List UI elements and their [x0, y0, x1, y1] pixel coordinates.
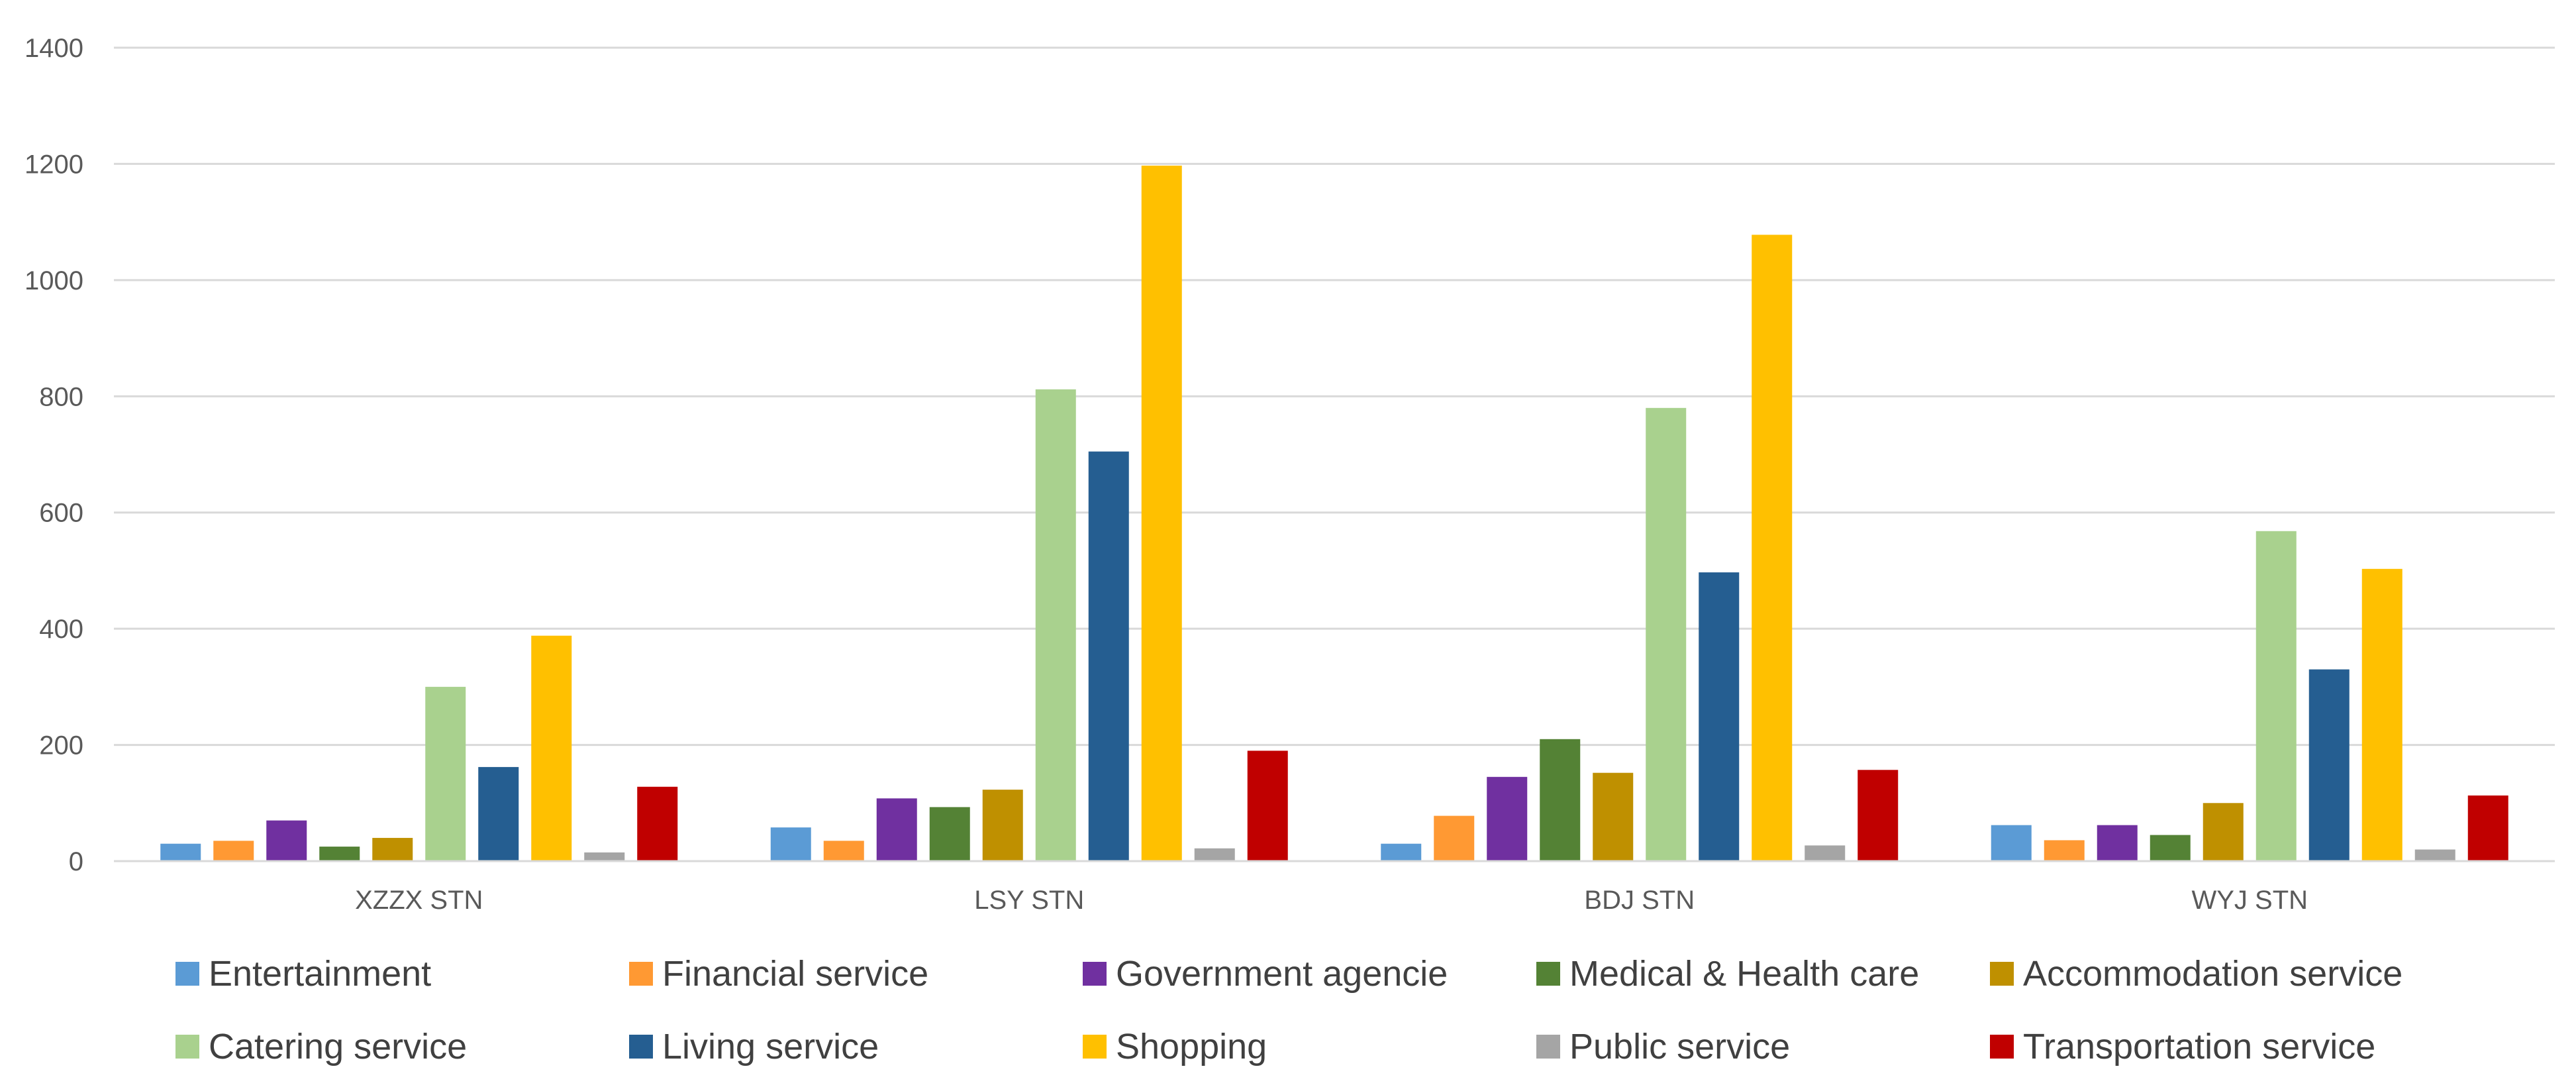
- bar: [823, 841, 864, 861]
- legend-label: Government agencie: [1116, 954, 1448, 994]
- bar: [637, 786, 678, 861]
- bar: [929, 807, 970, 861]
- x-category-label: LSY STN: [974, 886, 1084, 915]
- bar: [2308, 669, 2350, 861]
- legend-item: Public service: [1536, 1027, 1790, 1066]
- bar: [770, 827, 811, 861]
- bar: [1035, 389, 1076, 861]
- y-tick-label: 600: [39, 499, 83, 528]
- legend-item: Entertainment: [175, 954, 431, 994]
- legend-label: Entertainment: [209, 954, 431, 994]
- bar: [213, 841, 254, 861]
- bar: [531, 635, 572, 861]
- legend-label: Catering service: [209, 1027, 467, 1066]
- bar: [2361, 568, 2403, 861]
- bar: [478, 766, 519, 861]
- y-tick-label: 1000: [25, 266, 83, 295]
- bar: [1141, 166, 1182, 861]
- y-tick-label: 400: [39, 615, 83, 644]
- legend-item: Living service: [629, 1027, 879, 1066]
- bar: [1699, 572, 1740, 861]
- legend-label: Shopping: [1116, 1027, 1267, 1066]
- bar: [1991, 825, 2032, 861]
- bar: [2467, 795, 2508, 861]
- bar: [2044, 840, 2085, 861]
- bar: [2203, 803, 2244, 861]
- legend-item: Medical & Health care: [1536, 954, 1919, 994]
- gridlines: [114, 46, 2555, 747]
- y-tick-label: 1200: [25, 150, 83, 179]
- legend-item: Financial service: [629, 954, 928, 994]
- bar: [1247, 751, 1288, 861]
- legend-item: Accommodation service: [1990, 954, 2403, 994]
- x-category-label: WYJ STN: [2191, 886, 2308, 915]
- bar: [2414, 849, 2455, 861]
- bar: [1381, 843, 1422, 861]
- bar: [425, 686, 466, 861]
- bar: [1487, 776, 1528, 861]
- y-tick-label: 0: [69, 847, 83, 876]
- legend-item: Transportation service: [1990, 1027, 2375, 1066]
- legend-swatch: [1083, 1035, 1107, 1059]
- legend-label: Financial service: [662, 954, 928, 994]
- y-tick-label: 800: [39, 382, 83, 411]
- legend-swatch: [1536, 962, 1560, 986]
- bar: [319, 847, 360, 861]
- x-category-label: XZZX STN: [355, 886, 483, 915]
- bar: [1752, 234, 1793, 861]
- bar: [1088, 451, 1129, 861]
- bar: [1646, 407, 1687, 861]
- bar: [876, 798, 917, 861]
- bar: [2150, 835, 2191, 861]
- legend-label: Public service: [1569, 1027, 1790, 1066]
- legend-swatch: [1536, 1035, 1560, 1059]
- legend-label: Transportation service: [2023, 1027, 2375, 1066]
- legend-swatch: [175, 962, 199, 986]
- bar: [2097, 825, 2138, 861]
- legend-item: Shopping: [1083, 1027, 1267, 1066]
- bar: [1858, 770, 1899, 861]
- bar: [2255, 531, 2297, 861]
- legend-swatch: [629, 1035, 653, 1059]
- legend-swatch: [1990, 962, 2014, 986]
- x-axis-category-labels: XZZX STN LSY STN BDJ STN WYJ STN: [355, 886, 2308, 915]
- legend-label: Accommodation service: [2023, 954, 2403, 994]
- x-category-label: BDJ STN: [1584, 886, 1695, 915]
- legend-swatch: [175, 1035, 199, 1059]
- bar: [1593, 772, 1634, 861]
- bar: [1434, 815, 1475, 861]
- bar: [584, 852, 625, 861]
- legend: Entertainment Financial service Government…: [175, 954, 2403, 1066]
- y-tick-label: 1400: [25, 34, 83, 63]
- bar: [1805, 845, 1846, 861]
- bar: [266, 820, 307, 861]
- legend-item: Catering service: [175, 1027, 467, 1066]
- legend-swatch: [629, 962, 653, 986]
- legend-swatch: [1083, 962, 1107, 986]
- bar: [160, 843, 201, 861]
- y-tick-label: 200: [39, 731, 83, 760]
- legend-swatch: [1990, 1035, 2014, 1059]
- y-axis-ticks: 0 200 400 600 800 1000 1200 1400: [25, 34, 83, 876]
- bar: [1540, 739, 1581, 861]
- bar: [982, 790, 1023, 861]
- bar: [372, 837, 413, 861]
- bar: [1194, 848, 1235, 861]
- bars: [160, 166, 2508, 861]
- legend-label: Living service: [662, 1027, 879, 1066]
- legend-label: Medical & Health care: [1569, 954, 1919, 994]
- legend-item: Government agencie: [1083, 954, 1448, 994]
